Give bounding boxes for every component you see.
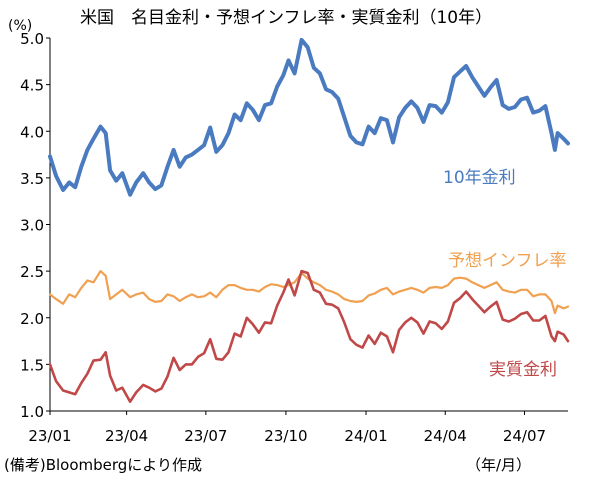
y-tick-label: 2.5 <box>20 263 44 281</box>
x-tick-label: 23/04 <box>105 427 148 445</box>
y-tick-label: 4.0 <box>20 123 44 141</box>
x-tick-label: 24/07 <box>503 427 546 445</box>
x-tick-label: 23/01 <box>28 427 71 445</box>
y-tick-label: 1.0 <box>20 403 44 421</box>
x-axis-unit: （年/月） <box>466 456 531 474</box>
series-line-nominal <box>48 37 570 197</box>
y-tick-label: 5.0 <box>20 30 44 48</box>
series-label: 10年金利 <box>443 168 516 188</box>
x-tick-label: 24/04 <box>424 427 467 445</box>
series-label: 実質金利 <box>489 360 557 380</box>
y-tick-labels: 1.0 1.5 2.0 2.5 3.0 3.5 4.0 4.5 5.0 <box>20 30 44 421</box>
source-note: (備考)Bloombergにより作成 <box>4 456 202 474</box>
x-tick-label: 23/10 <box>264 427 307 445</box>
x-tick-labels: 23/01 23/04 23/07 23/10 24/01 24/04 24/07 <box>28 427 546 445</box>
x-tick-label: 24/01 <box>344 427 387 445</box>
series-label: 予想インフレ率 <box>448 251 567 271</box>
x-tick-label: 23/07 <box>184 427 227 445</box>
y-tick-label: 1.5 <box>20 356 44 374</box>
axes <box>46 37 568 415</box>
chart-title: 米国 名目金利・予想インフレ率・実質金利（10年） <box>80 8 492 28</box>
series-line-inflation <box>48 270 570 315</box>
y-tick-label: 3.5 <box>20 170 44 188</box>
y-axis-unit: (%) <box>8 18 32 34</box>
y-tick-label: 4.5 <box>20 77 44 95</box>
y-tick-label: 3.0 <box>20 217 44 235</box>
series-lines <box>48 37 570 404</box>
series-line-real <box>48 269 570 404</box>
y-tick-label: 2.0 <box>20 310 44 328</box>
